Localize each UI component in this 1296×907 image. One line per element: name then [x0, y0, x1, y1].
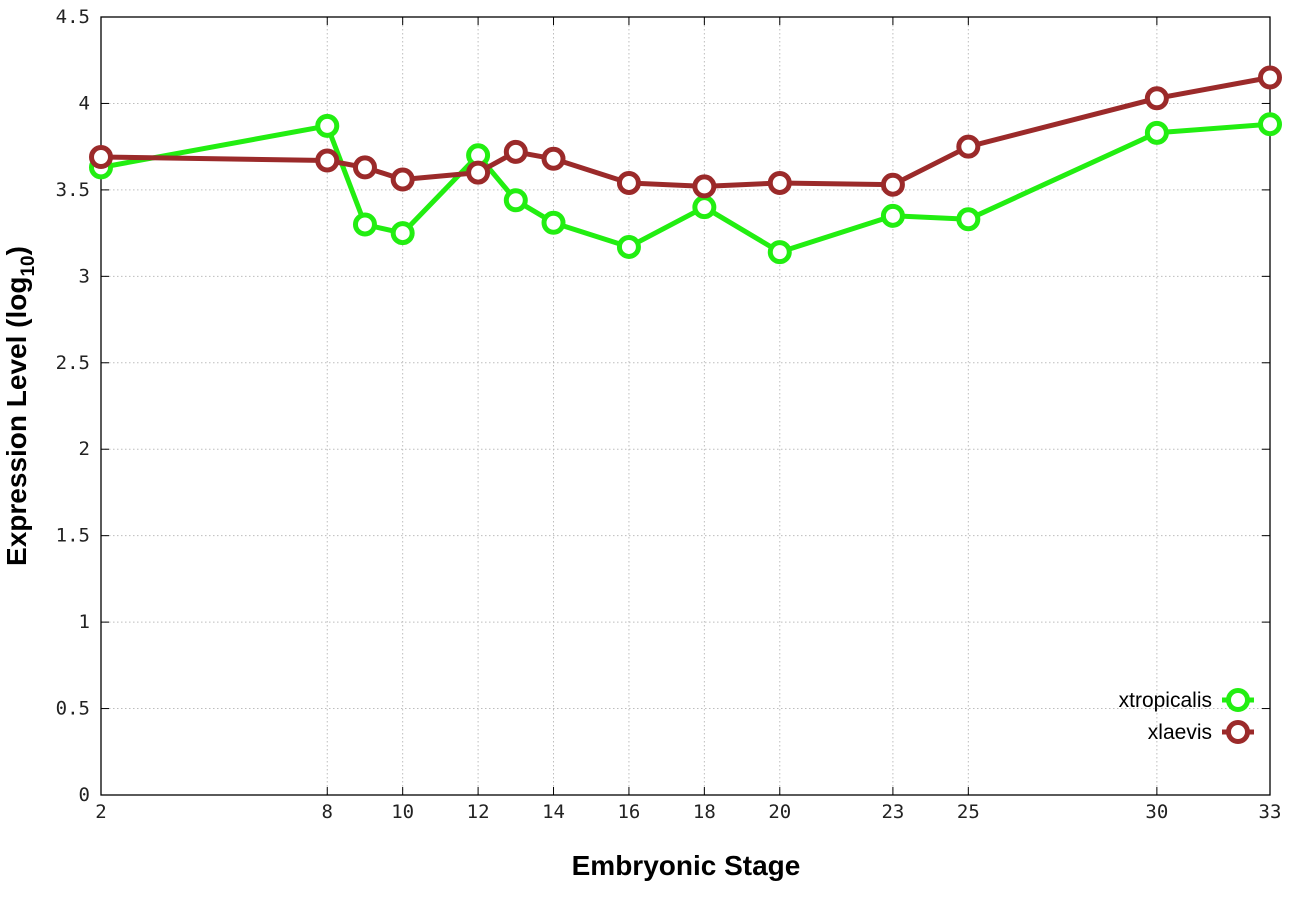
xtropicalis-point	[767, 240, 792, 265]
xtropicalis-point	[880, 203, 905, 228]
xtropicalis-point	[692, 195, 717, 220]
y-tick-label: 1.5	[56, 525, 90, 547]
x-tick-label: 18	[693, 801, 716, 823]
xlaevis-line	[100, 75, 1271, 189]
xlaevis-point	[503, 139, 528, 164]
y-tick-label: 3.5	[56, 179, 90, 201]
x-tick-label: 10	[391, 801, 414, 823]
x-tick-label: 8	[322, 801, 333, 823]
y-tick-label: 4	[79, 92, 90, 114]
series-lines	[89, 65, 1282, 265]
y-axis-title-close: )	[1, 246, 32, 255]
legend: xtropicalis xlaevis	[1119, 688, 1254, 744]
x-tick-label: 16	[617, 801, 640, 823]
xtropicalis-point	[503, 188, 528, 213]
y-axis-title-subscript: 10	[18, 255, 39, 276]
xtropicalis-point	[541, 210, 566, 235]
xtropicalis-point	[390, 221, 415, 246]
xlaevis-point	[616, 170, 641, 195]
y-tick-label: 1	[79, 611, 90, 633]
xtropicalis-line	[100, 121, 1271, 255]
y-tick-label: 2	[79, 438, 90, 460]
xtropicalis-point	[616, 234, 641, 259]
grid	[101, 17, 1270, 795]
y-tick-label: 0.5	[56, 698, 90, 720]
legend-marker-xlaevis	[1226, 720, 1250, 744]
legend-marker-xtropicalis	[1226, 688, 1250, 712]
y-tick-label: 0	[79, 784, 90, 806]
x-tick-label: 12	[467, 801, 490, 823]
x-tick-label: 33	[1259, 801, 1282, 823]
y-tick-label: 3	[79, 265, 90, 287]
xlaevis-point	[767, 170, 792, 195]
xlaevis-point	[315, 148, 340, 173]
xtropicalis-point	[1144, 120, 1169, 145]
xlaevis-point	[692, 174, 717, 199]
x-tick-label: 25	[957, 801, 980, 823]
xlaevis-point	[1144, 86, 1169, 111]
xtropicalis-point	[956, 207, 981, 232]
x-tick-label: 2	[95, 801, 106, 823]
x-tick-label: 23	[881, 801, 904, 823]
xtropicalis-point	[1258, 112, 1282, 137]
xlaevis-point	[390, 167, 415, 192]
x-axis-title: Embryonic Stage	[572, 850, 801, 881]
xtropicalis-point	[352, 212, 377, 237]
y-axis-title: Expression Level (log10)	[1, 246, 39, 566]
legend-label-xlaevis: xlaevis	[1148, 721, 1212, 744]
xlaevis-point	[352, 155, 377, 180]
y-tick-label: 2.5	[56, 352, 90, 374]
x-tick-label: 14	[542, 801, 565, 823]
legend-label-xtropicalis: xtropicalis	[1119, 689, 1212, 712]
x-tick-label: 20	[768, 801, 791, 823]
xtropicalis-point	[315, 113, 340, 138]
x-tick-label: 30	[1145, 801, 1168, 823]
y-axis-title-main: Expression Level (log	[1, 277, 32, 566]
plot-frame	[100, 16, 1271, 796]
xlaevis-point	[466, 160, 491, 185]
xlaevis-point	[880, 172, 905, 197]
xlaevis-point	[1258, 65, 1282, 90]
y-tick-label: 4.5	[56, 6, 90, 28]
xlaevis-point	[89, 145, 113, 170]
xlaevis-point	[541, 146, 566, 171]
axis-ticks: 0 0.5 1 1.5 2 2.5 3 3.5 4 4.5 2 8 10 12 14 16 18 20 23 25 30…	[56, 6, 1282, 823]
xlaevis-point	[956, 134, 981, 159]
